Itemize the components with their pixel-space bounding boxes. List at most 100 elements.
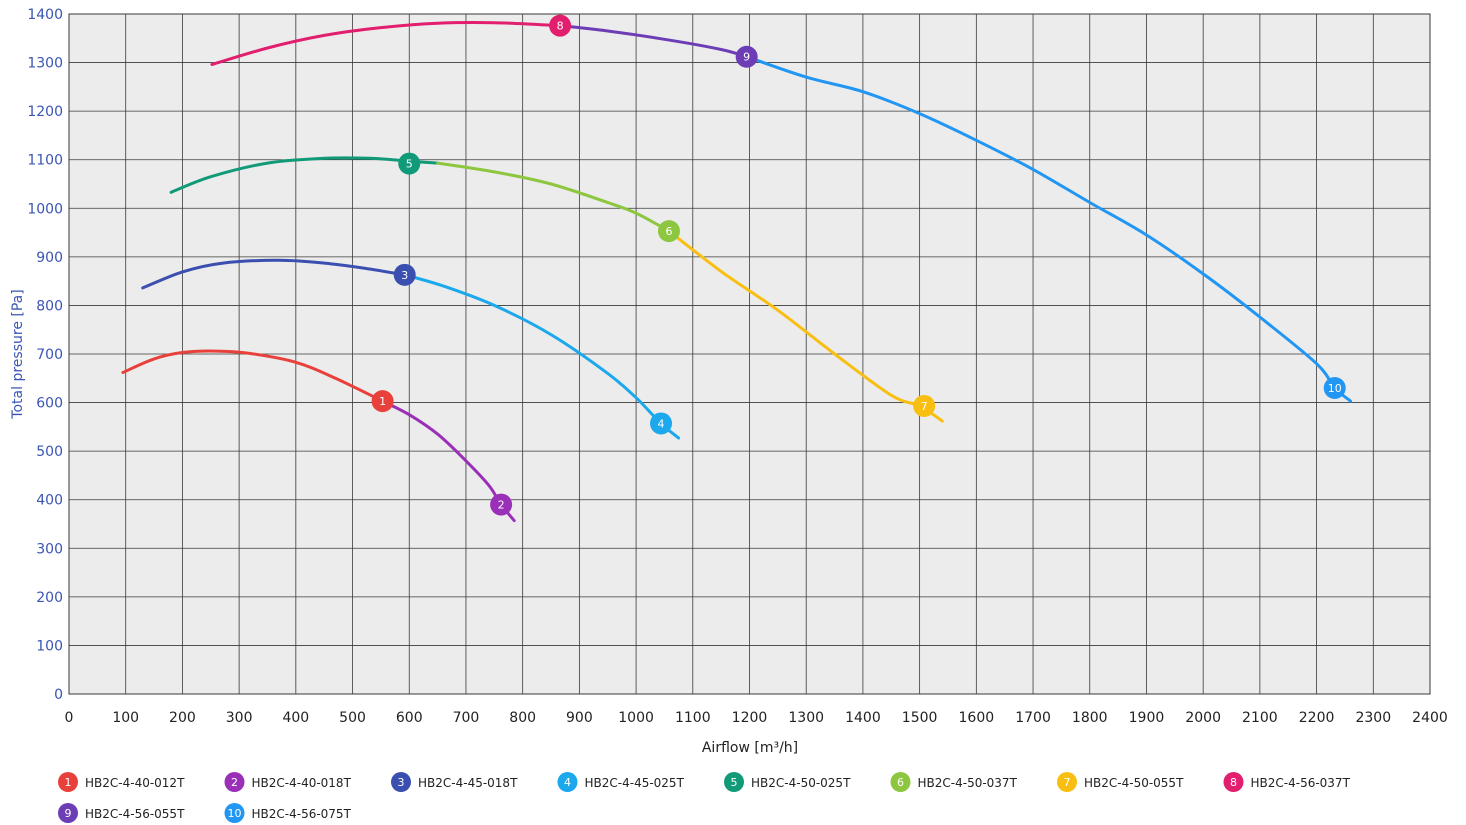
legend-number-9: 9	[65, 807, 72, 820]
legend-label-7: HB2C-4-50-055T	[1084, 776, 1184, 790]
series-marker-5	[398, 152, 421, 175]
series-line-10	[745, 55, 1353, 403]
series-marker-label-9: 9	[743, 51, 750, 64]
x-tick-label: 300	[226, 710, 253, 726]
series-marker-label-6: 6	[665, 225, 672, 238]
x-tick-label: 1000	[618, 710, 654, 726]
curves	[121, 20, 1353, 523]
y-tick-label: 900	[36, 250, 63, 266]
series-marker-4	[650, 412, 673, 435]
legend-swatch-8	[1223, 772, 1244, 792]
x-tick-label: 1100	[675, 710, 711, 726]
x-tick-label: 1900	[1129, 710, 1165, 726]
series-marker-label-4: 4	[658, 417, 665, 430]
legend-number-6: 6	[897, 776, 904, 789]
series-marker-2	[490, 493, 513, 516]
legend-swatch-2	[224, 772, 245, 792]
legend-swatch-4	[557, 772, 578, 792]
y-tick-label: 1400	[27, 7, 63, 23]
legend-number-10: 10	[228, 807, 242, 820]
x-tick-label: 600	[396, 710, 423, 726]
x-tick-label: 500	[339, 710, 366, 726]
legend-number-1: 1	[65, 776, 72, 789]
y-axis-title: Total pressure [Pa]	[10, 289, 26, 419]
markers: 1 2 3 4 5 6 7 8 9 10	[371, 14, 1346, 516]
series-marker-label-8: 8	[557, 20, 564, 33]
y-tick-label: 1200	[27, 104, 63, 120]
legend-label-2: HB2C-4-40-018T	[252, 776, 352, 790]
legend-label-6: HB2C-4-50-037T	[918, 776, 1018, 790]
legend-swatch-3	[391, 772, 411, 792]
series-marker-label-3: 3	[401, 269, 408, 282]
x-tick-label: 1700	[1015, 710, 1051, 726]
legend-swatch-7	[1057, 772, 1077, 792]
x-tick-label: 2000	[1185, 710, 1221, 726]
series-marker-label-2: 2	[498, 499, 505, 512]
x-tick-label: 900	[566, 710, 593, 726]
y-tick-label: 1000	[27, 201, 63, 217]
x-tick-label: 100	[112, 710, 139, 726]
legend-label-8: HB2C-4-56-037T	[1251, 776, 1351, 790]
y-tick-label: 700	[36, 347, 63, 363]
series-marker-8	[549, 14, 572, 37]
x-tick-label: 1400	[845, 710, 881, 726]
x-tick-label: 1300	[788, 710, 824, 726]
y-tick-label: 0	[54, 687, 63, 703]
series-marker-label-5: 5	[406, 158, 413, 171]
series-marker-label-10: 10	[1328, 382, 1342, 395]
legend-number-5: 5	[731, 776, 738, 789]
x-tick-label: 2100	[1242, 710, 1278, 726]
x-tick-label: 0	[65, 710, 74, 726]
y-tick-labels: 0 100 200 300 400 500 600 700 800 900 1000 1100 1200…	[27, 7, 63, 703]
y-tick-label: 1100	[27, 153, 63, 169]
x-tick-label: 1500	[902, 710, 938, 726]
series-line-6	[436, 161, 671, 233]
series-marker-3	[393, 263, 416, 286]
legend: 1 HB2C-4-40-012T 2 HB2C-4-40-018T 3 HB2C-4-45…	[58, 772, 1351, 823]
x-tick-label: 2200	[1299, 710, 1335, 726]
y-tick-label: 500	[36, 444, 63, 460]
legend-label-1: HB2C-4-40-012T	[85, 776, 185, 790]
y-tick-label: 100	[36, 638, 63, 654]
series-line-3	[141, 258, 407, 290]
series-line-8	[210, 20, 562, 66]
legend-label-3: HB2C-4-45-018T	[418, 776, 518, 790]
legend-swatch-6	[890, 772, 911, 792]
legend-swatch-1	[58, 772, 78, 792]
legend-label-10: HB2C-4-56-075T	[252, 807, 352, 821]
legend-number-7: 7	[1064, 776, 1071, 789]
plot-border	[68, 13, 1431, 695]
legend-label-5: HB2C-4-50-025T	[751, 776, 851, 790]
y-tick-label: 800	[36, 298, 63, 314]
series-marker-1	[371, 390, 394, 413]
series-marker-9	[735, 45, 758, 68]
x-tick-label: 1800	[1072, 710, 1108, 726]
x-axis-title: Airflow [m³/h]	[702, 740, 798, 756]
series-marker-6	[657, 220, 680, 243]
y-tick-label: 200	[36, 590, 63, 606]
x-tick-label: 1600	[959, 710, 995, 726]
x-tick-label: 2300	[1355, 710, 1391, 726]
series-marker-10	[1323, 377, 1346, 399]
x-tick-label: 800	[509, 710, 536, 726]
legend-swatch-10	[224, 803, 245, 823]
series-marker-label-1: 1	[379, 395, 386, 408]
legend-number-8: 8	[1230, 776, 1237, 789]
x-tick-label: 400	[282, 710, 309, 726]
series-marker-label-7: 7	[921, 400, 928, 413]
y-tick-label: 400	[36, 493, 63, 509]
legend-number-2: 2	[231, 776, 238, 789]
x-tick-labels: 0 100 200 300 400 500 600 700 800 900 1000 1100 1200…	[65, 710, 1448, 726]
y-tick-label: 1300	[27, 56, 63, 72]
series-line-9	[558, 24, 749, 59]
y-tick-label: 600	[36, 396, 63, 412]
x-tick-label: 200	[169, 710, 196, 726]
x-tick-label: 700	[453, 710, 480, 726]
legend-number-3: 3	[398, 776, 405, 789]
x-tick-label: 1200	[732, 710, 768, 726]
legend-swatch-9	[58, 803, 78, 823]
legend-label-4: HB2C-4-45-025T	[585, 776, 685, 790]
x-tick-label: 2400	[1412, 710, 1448, 726]
series-line-1	[121, 349, 385, 403]
